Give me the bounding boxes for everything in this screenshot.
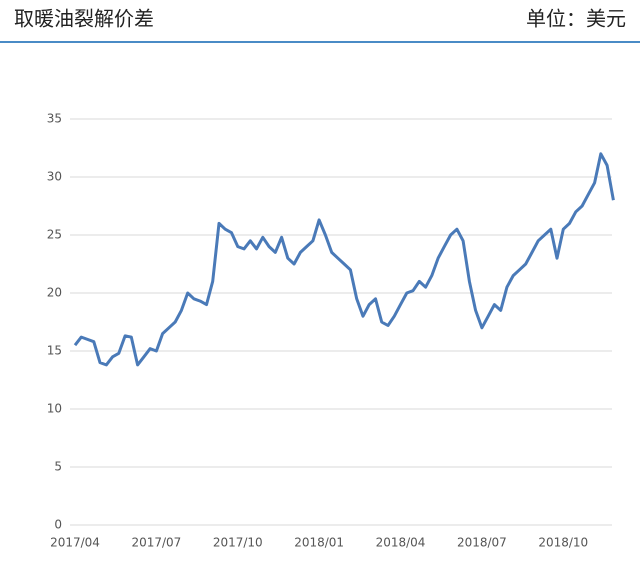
x-tick-label: 2018/04: [376, 536, 426, 550]
x-tick-label: 2017/04: [50, 536, 100, 550]
data-line: [73, 152, 615, 367]
y-tick-label: 25: [47, 228, 62, 242]
x-tick-label: 2018/01: [294, 536, 344, 550]
x-tick-label: 2017/10: [213, 536, 263, 550]
y-tick-label: 35: [47, 112, 62, 126]
x-tick-label: 2018/07: [457, 536, 507, 550]
y-tick-label: 30: [47, 170, 62, 184]
y-tick-label: 20: [47, 286, 62, 300]
x-tick-label: 2017/07: [131, 536, 181, 550]
y-tick-label: 0: [54, 518, 62, 532]
y-tick-label: 10: [47, 402, 62, 416]
y-tick-label: 15: [47, 344, 62, 358]
chart-title: 取暖油裂解价差: [14, 7, 154, 31]
unit-label: 单位：美元: [526, 7, 626, 31]
x-tick-label: 2018/10: [538, 536, 588, 550]
y-tick-label: 5: [54, 460, 62, 474]
